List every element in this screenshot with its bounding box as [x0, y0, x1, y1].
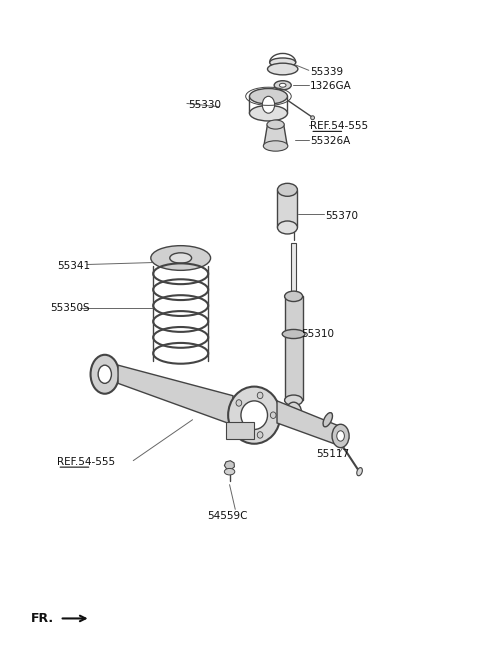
Text: 55341: 55341 — [57, 261, 90, 271]
Bar — [277, 190, 298, 227]
Ellipse shape — [98, 365, 111, 383]
Ellipse shape — [278, 64, 288, 69]
Bar — [291, 243, 296, 296]
Ellipse shape — [250, 88, 288, 104]
Ellipse shape — [357, 468, 362, 476]
Ellipse shape — [285, 395, 302, 405]
Ellipse shape — [323, 413, 333, 427]
Text: 55117: 55117 — [316, 449, 349, 459]
Bar — [285, 296, 302, 400]
Text: 55326A: 55326A — [310, 136, 350, 146]
Ellipse shape — [236, 400, 242, 406]
Ellipse shape — [270, 412, 276, 419]
Text: REF.54-555: REF.54-555 — [57, 457, 116, 467]
Ellipse shape — [285, 291, 302, 301]
Polygon shape — [224, 460, 234, 470]
Ellipse shape — [282, 329, 305, 339]
Text: REF.54-555: REF.54-555 — [310, 121, 368, 131]
Text: 55370: 55370 — [325, 211, 359, 221]
Polygon shape — [264, 124, 288, 146]
Ellipse shape — [311, 116, 314, 120]
Ellipse shape — [337, 431, 344, 441]
Ellipse shape — [228, 386, 280, 443]
Ellipse shape — [236, 424, 242, 430]
Ellipse shape — [290, 408, 298, 419]
Ellipse shape — [91, 355, 119, 394]
Ellipse shape — [262, 96, 275, 113]
Polygon shape — [118, 365, 233, 425]
Ellipse shape — [267, 120, 284, 129]
Text: FR.: FR. — [31, 612, 54, 625]
Polygon shape — [277, 401, 340, 445]
Ellipse shape — [264, 141, 288, 151]
Polygon shape — [226, 422, 254, 440]
Ellipse shape — [257, 392, 263, 399]
Text: 55330: 55330 — [188, 100, 221, 111]
Text: 54559C: 54559C — [207, 511, 247, 521]
Text: 55350S: 55350S — [50, 303, 90, 313]
Ellipse shape — [151, 246, 211, 271]
Ellipse shape — [332, 424, 349, 447]
Ellipse shape — [270, 58, 296, 67]
Text: 1326GA: 1326GA — [310, 81, 352, 91]
Ellipse shape — [241, 401, 267, 430]
Ellipse shape — [257, 432, 263, 438]
Ellipse shape — [274, 81, 291, 90]
Ellipse shape — [286, 402, 301, 424]
Ellipse shape — [224, 468, 235, 475]
Text: 55339: 55339 — [310, 67, 343, 77]
Ellipse shape — [170, 253, 192, 263]
Text: 55310: 55310 — [301, 329, 335, 339]
Ellipse shape — [277, 183, 298, 196]
Ellipse shape — [267, 63, 298, 75]
Ellipse shape — [279, 83, 286, 87]
Ellipse shape — [250, 105, 288, 121]
Ellipse shape — [277, 221, 298, 234]
